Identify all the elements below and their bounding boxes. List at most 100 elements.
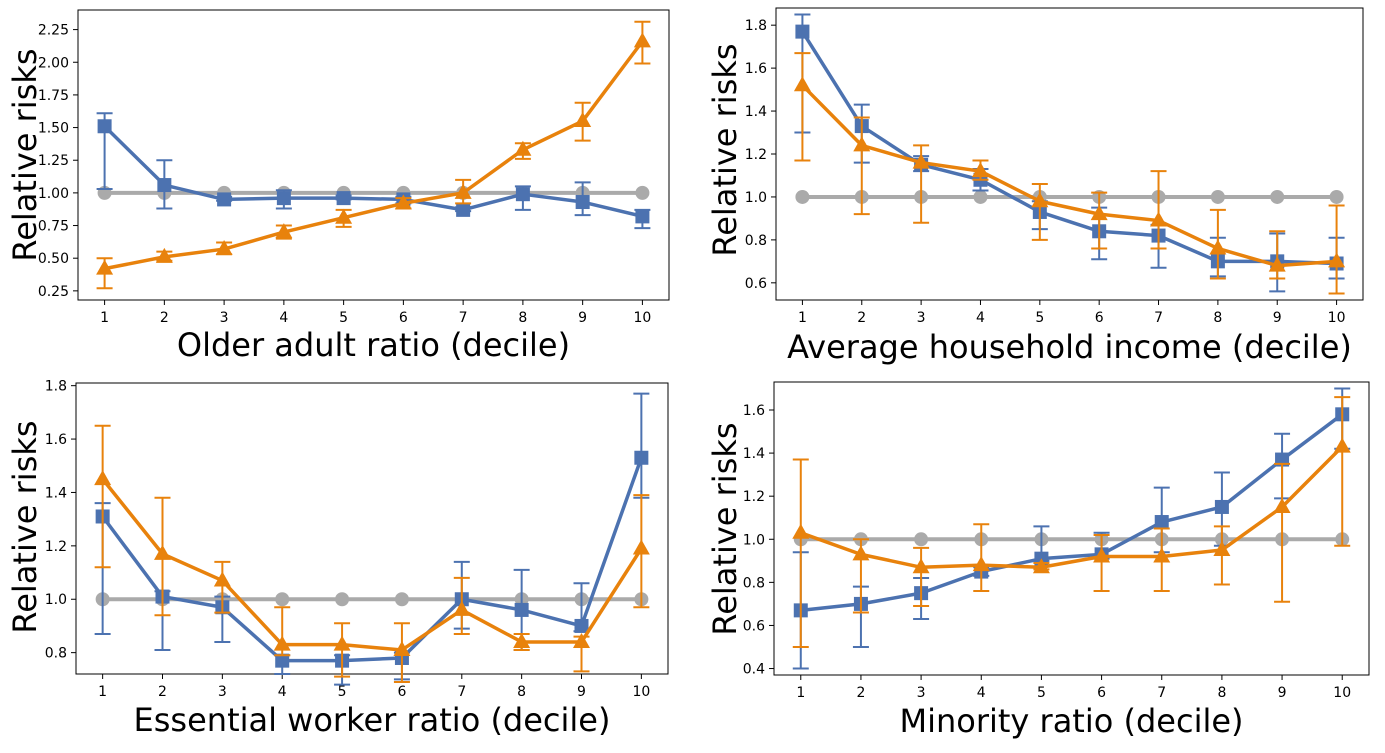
data-point bbox=[1328, 252, 1346, 268]
series-square bbox=[794, 13, 1345, 293]
data-point bbox=[456, 202, 471, 217]
data-point bbox=[336, 191, 351, 206]
y-tick-label: 1.75 bbox=[38, 88, 69, 104]
data-point bbox=[914, 532, 929, 547]
series-circle bbox=[795, 189, 1344, 204]
chart-average-household-income: 0.6 0.8 1.0 1.2 1.4 1.6 1.8 1 2 3 4 5 6 7 8 9 10 Average … bbox=[706, 7, 1364, 366]
data-point bbox=[633, 32, 651, 48]
data-point bbox=[153, 544, 171, 560]
y-tick-label: 0.8 bbox=[743, 575, 765, 591]
x-tick-label: 6 bbox=[1095, 310, 1104, 326]
y-tick-label: 1.4 bbox=[45, 485, 67, 501]
data-point bbox=[912, 153, 930, 169]
y-axis-label: Relative risks bbox=[6, 420, 44, 633]
x-tick-label: 9 bbox=[577, 684, 586, 700]
y-tick-label: 1.6 bbox=[45, 432, 67, 448]
y-tick-label: 1.25 bbox=[38, 153, 69, 169]
y-tick-label: 0.50 bbox=[38, 251, 69, 267]
chart-minority-ratio: 0.4 0.6 0.8 1.0 1.2 1.4 1.6 1 2 3 4 5 6 7 8 9 10 Minority… bbox=[706, 381, 1370, 740]
series-triangle bbox=[792, 396, 1351, 648]
y-tick-label: 1.0 bbox=[743, 532, 765, 548]
data-point bbox=[972, 556, 990, 572]
y-tick-label: 2.00 bbox=[38, 55, 69, 71]
data-point bbox=[1214, 499, 1229, 514]
y-tick-label: 1.4 bbox=[743, 446, 765, 462]
x-tick-label: 10 bbox=[633, 310, 651, 326]
data-point bbox=[574, 618, 589, 633]
x-tick-label: 8 bbox=[517, 684, 526, 700]
y-axis-label: Relative risks bbox=[706, 422, 744, 635]
data-point bbox=[853, 136, 871, 152]
x-axis-label: Older adult ratio (decile) bbox=[177, 326, 570, 364]
data-point bbox=[454, 183, 472, 199]
series-square bbox=[792, 387, 1351, 670]
data-point bbox=[393, 640, 411, 656]
data-point bbox=[275, 592, 290, 607]
x-tick-label: 7 bbox=[459, 310, 468, 326]
x-axis-label: Average household income (decile) bbox=[787, 328, 1352, 366]
y-tick-label: 0.25 bbox=[38, 284, 69, 300]
y-tick-label: 1.0 bbox=[45, 592, 67, 608]
series-square bbox=[96, 112, 651, 230]
x-tick-label: 7 bbox=[1154, 310, 1163, 326]
data-point bbox=[515, 187, 530, 202]
y-tick-label: 0.6 bbox=[745, 276, 767, 292]
series-line bbox=[101, 478, 643, 652]
data-point bbox=[1090, 205, 1108, 221]
series-line bbox=[800, 445, 1344, 570]
series-line bbox=[801, 84, 1337, 268]
x-tick-label: 10 bbox=[1328, 310, 1346, 326]
y-tick-label: 0.6 bbox=[743, 618, 765, 634]
data-point bbox=[634, 450, 649, 465]
series-circle bbox=[793, 532, 1350, 547]
x-tick-label: 7 bbox=[457, 684, 466, 700]
x-tick-label: 5 bbox=[1035, 310, 1044, 326]
x-tick-label: 4 bbox=[279, 310, 288, 326]
y-tick-label: 1.0 bbox=[745, 190, 767, 206]
data-point bbox=[217, 192, 232, 207]
x-tick-label: 1 bbox=[98, 684, 107, 700]
data-point bbox=[1273, 497, 1291, 513]
chart-essential-worker-ratio: 0.8 1.0 1.2 1.4 1.6 1.8 1 2 3 4 5 6 7 8 9 10 Essential w… bbox=[6, 379, 669, 739]
data-point bbox=[635, 209, 650, 224]
x-tick-label: 8 bbox=[1217, 685, 1226, 701]
x-tick-label: 8 bbox=[518, 310, 527, 326]
y-tick-label: 1.6 bbox=[743, 403, 765, 419]
plot-frame bbox=[77, 9, 670, 301]
x-tick-label: 6 bbox=[399, 310, 408, 326]
y-tick-label: 1.2 bbox=[45, 539, 67, 555]
data-point bbox=[795, 24, 810, 39]
x-tick-label: 3 bbox=[220, 310, 229, 326]
data-point bbox=[333, 635, 351, 651]
series-square bbox=[94, 392, 650, 686]
data-point bbox=[1270, 189, 1285, 204]
x-tick-label: 3 bbox=[917, 685, 926, 701]
data-point bbox=[912, 558, 930, 574]
series-triangle bbox=[96, 20, 651, 290]
data-point bbox=[514, 140, 532, 156]
x-axis-label: Minority ratio (decile) bbox=[899, 702, 1243, 740]
data-point bbox=[635, 185, 650, 200]
series-line bbox=[104, 40, 644, 271]
data-point bbox=[453, 600, 471, 616]
x-tick-label: 8 bbox=[1213, 310, 1222, 326]
x-tick-label: 10 bbox=[632, 684, 650, 700]
data-point bbox=[1032, 558, 1050, 574]
data-point bbox=[632, 539, 650, 555]
series-triangle bbox=[793, 52, 1346, 295]
series-line bbox=[103, 125, 643, 219]
x-tick-label: 2 bbox=[160, 310, 169, 326]
y-tick-label: 0.8 bbox=[45, 646, 67, 662]
data-point bbox=[1333, 437, 1351, 453]
y-tick-label: 0.4 bbox=[743, 662, 765, 678]
x-tick-label: 5 bbox=[339, 310, 348, 326]
data-point bbox=[97, 119, 112, 134]
data-point bbox=[394, 592, 409, 607]
data-point bbox=[1209, 239, 1227, 255]
data-point bbox=[157, 178, 172, 193]
data-point bbox=[275, 653, 290, 668]
data-point bbox=[215, 240, 233, 256]
data-point bbox=[575, 195, 590, 210]
y-axis-label: Relative risks bbox=[706, 43, 744, 256]
data-point bbox=[276, 191, 291, 206]
